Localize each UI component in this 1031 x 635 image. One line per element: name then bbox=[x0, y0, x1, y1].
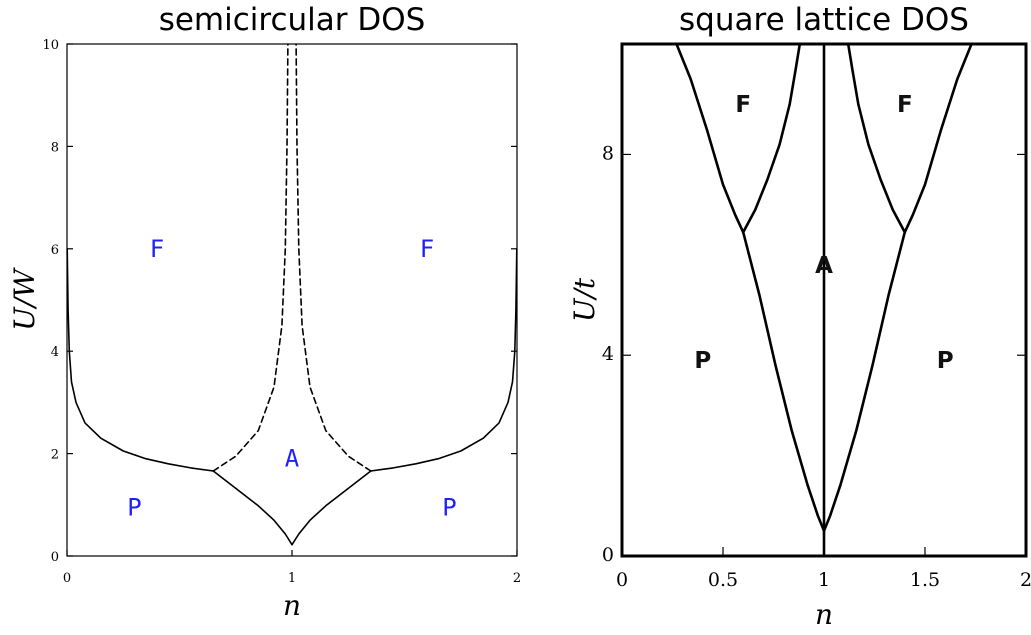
chart1-ytick-label: 8 bbox=[51, 140, 59, 155]
chart2-ytick-label: 0 bbox=[602, 544, 614, 566]
chart1-phase-boundary bbox=[369, 248, 518, 472]
chart1-region-label: P bbox=[127, 493, 141, 521]
chart2-plot: 0 0.5 1 1.5 2 0 4 8 F F A P P bbox=[602, 42, 1031, 591]
chart2-ytick-label: 8 bbox=[602, 142, 614, 164]
chart2-region-label: P bbox=[694, 348, 711, 374]
chart1-phase-boundary bbox=[212, 43, 289, 472]
chart2-phase-boundary bbox=[903, 42, 973, 234]
chart1-title: semicircular DOS bbox=[159, 2, 426, 38]
chart2-region-label: F bbox=[735, 92, 751, 118]
chart1-ytick-label: 10 bbox=[42, 38, 59, 53]
chart2-xlabel: n bbox=[815, 598, 833, 631]
chart1-ytick-label: 6 bbox=[51, 243, 59, 258]
chart1-ytick-label: 0 bbox=[51, 550, 59, 565]
chart1-region-label: F bbox=[150, 235, 164, 263]
chart2-phase-boundary bbox=[822, 230, 907, 533]
chart1-region-label: F bbox=[420, 235, 434, 263]
chart1-frame bbox=[66, 43, 518, 557]
chart1-xtick-label: 2 bbox=[513, 571, 521, 586]
chart2-xtick-label: 0.5 bbox=[708, 569, 738, 591]
chart1-phase-boundary bbox=[66, 248, 215, 472]
chart2-region-label: P bbox=[937, 348, 954, 374]
chart2-xtick-label: 0 bbox=[616, 569, 628, 591]
chart1-xtick-label: 1 bbox=[288, 571, 296, 586]
chart2-region-label: F bbox=[897, 92, 913, 118]
chart1-ytick-label: 2 bbox=[51, 448, 59, 463]
chart1-region-label: P bbox=[442, 493, 456, 521]
chart1-plot: 0 1 2 0 2 4 6 8 10 F F A P P bbox=[42, 38, 521, 586]
chart2-ylabel: U/t bbox=[568, 277, 601, 322]
chart1-xtick-label: 0 bbox=[63, 571, 71, 586]
chart1-phase-boundary bbox=[291, 470, 372, 546]
chart2-phase-boundary bbox=[675, 42, 745, 234]
chart2-xtick-label: 2 bbox=[1020, 569, 1031, 591]
chart1-phase-boundary bbox=[295, 43, 372, 472]
chart1-xlabel: n bbox=[283, 589, 301, 622]
chart2-phase-boundary bbox=[846, 42, 907, 234]
chart2-ytick-label: 4 bbox=[602, 343, 614, 365]
chart1-region-label: A bbox=[285, 445, 300, 473]
chart2-xtick-label: 1 bbox=[818, 569, 830, 591]
chart2-region-label: A bbox=[815, 253, 833, 279]
chart1-phase-boundary bbox=[212, 470, 293, 546]
chart2-xtick-label: 1.5 bbox=[910, 569, 940, 591]
chart2-phase-boundary bbox=[741, 230, 826, 533]
chart2-phase-boundary bbox=[741, 42, 802, 234]
chart1-ytick-label: 4 bbox=[51, 345, 59, 360]
chart1-ylabel: U/W bbox=[8, 267, 41, 331]
chart2-title: square lattice DOS bbox=[679, 2, 969, 38]
